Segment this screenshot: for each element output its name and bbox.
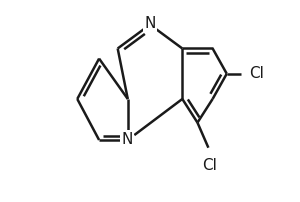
Text: N: N [145,16,156,31]
Text: Cl: Cl [202,158,217,173]
Text: N: N [122,132,133,147]
Text: Cl: Cl [249,66,264,81]
